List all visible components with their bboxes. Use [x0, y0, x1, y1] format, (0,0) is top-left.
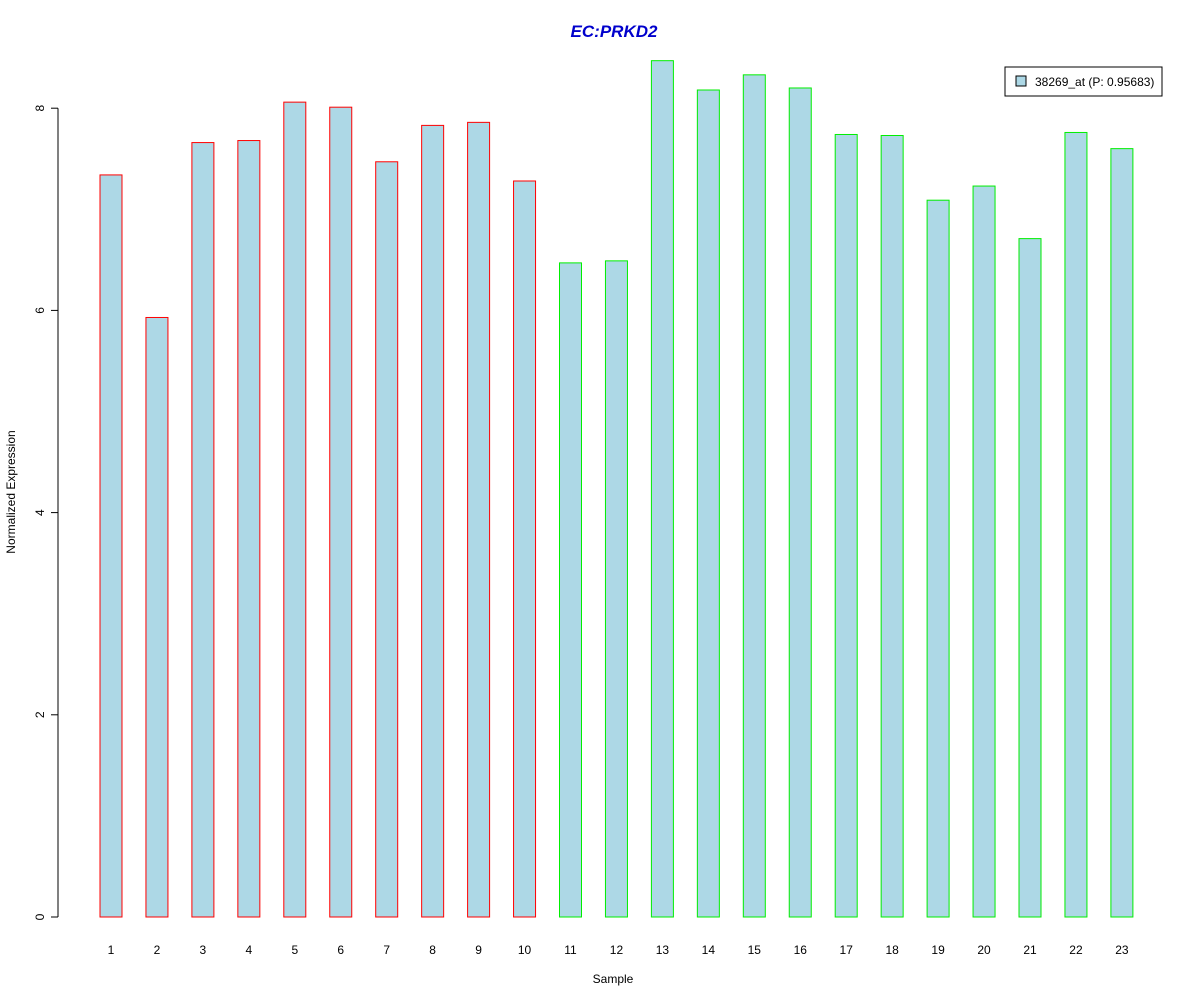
- bar-sample-15: [742, 74, 766, 918]
- legend-label: 38269_at (P: 0.95683): [1035, 75, 1154, 89]
- x-tick-label: 9: [475, 943, 482, 957]
- x-tick-label: 12: [610, 943, 624, 957]
- x-tick-label: 20: [977, 943, 991, 957]
- x-tick-label: 14: [702, 943, 716, 957]
- x-tick-label: 21: [1023, 943, 1037, 957]
- x-tick-label: 3: [200, 943, 207, 957]
- x-tick-labels: 1 2 3 4 5 6 7 8 9 10 11 12 13 14 15 16 17 18 19 20 21 22 23: [108, 943, 1129, 957]
- y-tick-label: 8: [33, 105, 47, 112]
- bar-sample-17: [834, 133, 858, 918]
- bar-sample-11: [559, 262, 582, 918]
- bar-sample-5: [283, 101, 307, 918]
- x-axis-title: Sample: [593, 972, 634, 986]
- bar-sample-20: [972, 185, 996, 918]
- bar-sample-22: [1064, 131, 1088, 918]
- y-tick-label: 0: [33, 913, 47, 920]
- x-tick-label: 18: [885, 943, 899, 957]
- x-tick-label: 2: [154, 943, 161, 957]
- bar-sample-10: [513, 180, 537, 918]
- bar-sample-16: [788, 87, 812, 918]
- x-tick-label: 8: [429, 943, 436, 957]
- x-tick-label: 19: [931, 943, 945, 957]
- x-tick-label: 11: [564, 943, 577, 957]
- bar-sample-19: [926, 199, 950, 918]
- bar-sample-21: [1018, 238, 1042, 918]
- y-tick-label: 4: [33, 509, 47, 516]
- bar-sample-1: [99, 174, 123, 918]
- chart-title: EC:PRKD2: [571, 22, 658, 41]
- legend: 38269_at (P: 0.95683): [1004, 66, 1163, 97]
- bar-sample-13: [650, 60, 674, 918]
- bar-sample-9: [467, 121, 491, 918]
- x-tick-label: 17: [840, 943, 854, 957]
- bar-sample-4: [237, 140, 261, 918]
- bars: [99, 60, 1134, 918]
- x-tick-label: 15: [748, 943, 762, 957]
- y-tick-label: 6: [33, 307, 47, 314]
- x-tick-label: 7: [383, 943, 390, 957]
- x-tick-label: 10: [518, 943, 532, 957]
- y-axis: 0 2 4 6 8: [33, 105, 59, 920]
- bar-sample-18: [880, 134, 904, 918]
- x-tick-label: 23: [1115, 943, 1129, 957]
- legend-swatch: [1015, 75, 1027, 87]
- legend-box: [1004, 66, 1163, 97]
- bar-sample-14: [696, 89, 720, 918]
- bar-sample-7: [375, 161, 399, 918]
- bar-sample-8: [421, 124, 445, 918]
- x-tick-label: 22: [1069, 943, 1083, 957]
- y-axis-title: Normalized Expression: [4, 430, 18, 553]
- bar-sample-3: [191, 142, 215, 918]
- x-tick-label: 4: [246, 943, 253, 957]
- x-tick-label: 5: [291, 943, 298, 957]
- x-tick-label: 13: [656, 943, 670, 957]
- bar-sample-2: [145, 316, 169, 918]
- bar-sample-23: [1110, 148, 1134, 918]
- y-tick-label: 2: [33, 711, 47, 718]
- bar-sample-6: [329, 106, 353, 918]
- x-tick-label: 16: [794, 943, 808, 957]
- x-tick-label: 1: [108, 943, 115, 957]
- bar-sample-12: [604, 260, 628, 918]
- x-tick-label: 6: [337, 943, 344, 957]
